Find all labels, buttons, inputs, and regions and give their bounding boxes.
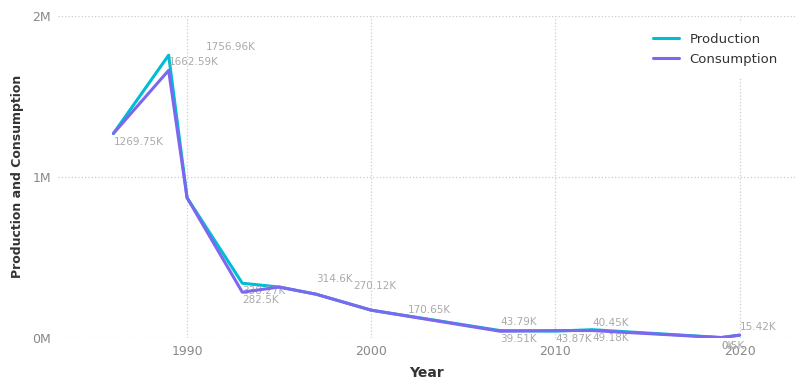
- Text: 314.6K: 314.6K: [316, 274, 353, 284]
- Text: 1269.75K: 1269.75K: [114, 137, 164, 147]
- Text: 270.12K: 270.12K: [353, 281, 396, 291]
- Text: 0K: 0K: [721, 341, 734, 351]
- Text: 49.18K: 49.18K: [592, 333, 629, 343]
- Text: 1662.59K: 1662.59K: [168, 57, 218, 67]
- Legend: Production, Consumption: Production, Consumption: [642, 23, 788, 76]
- Text: 43.87K: 43.87K: [555, 334, 592, 344]
- Consumption: [109, 131, 118, 136]
- Text: 0.5K: 0.5K: [721, 341, 745, 351]
- Production: [550, 329, 560, 334]
- Text: 338.27K: 338.27K: [243, 287, 285, 296]
- Text: 170.65K: 170.65K: [408, 305, 451, 315]
- Production: [717, 335, 726, 340]
- Production: [109, 131, 118, 136]
- Production: [588, 327, 597, 332]
- Consumption: [735, 333, 745, 337]
- Consumption: [550, 328, 560, 333]
- Production: [311, 292, 321, 296]
- Line: Consumption: Consumption: [114, 70, 740, 337]
- Line: Production: Production: [114, 55, 740, 337]
- Production: [496, 328, 505, 333]
- Consumption: [164, 68, 173, 73]
- Text: 39.51K: 39.51K: [501, 334, 537, 344]
- Consumption: [717, 335, 726, 340]
- Production: [182, 196, 192, 200]
- Y-axis label: Production and Consumption: Production and Consumption: [11, 75, 24, 278]
- X-axis label: Year: Year: [409, 366, 444, 380]
- Consumption: [367, 308, 376, 312]
- Text: 282.5K: 282.5K: [243, 296, 279, 305]
- Consumption: [238, 290, 247, 294]
- Production: [367, 308, 376, 312]
- Consumption: [311, 292, 321, 296]
- Text: 1756.96K: 1756.96K: [206, 42, 256, 52]
- Text: 40.45K: 40.45K: [592, 318, 629, 328]
- Consumption: [274, 285, 284, 289]
- Text: 15.42K: 15.42K: [740, 322, 776, 332]
- Production: [274, 285, 284, 289]
- Consumption: [588, 328, 597, 333]
- Consumption: [496, 329, 505, 334]
- Production: [735, 333, 745, 337]
- Consumption: [182, 196, 192, 200]
- Production: [164, 53, 173, 57]
- Production: [238, 281, 247, 285]
- Text: 43.79K: 43.79K: [501, 317, 537, 327]
